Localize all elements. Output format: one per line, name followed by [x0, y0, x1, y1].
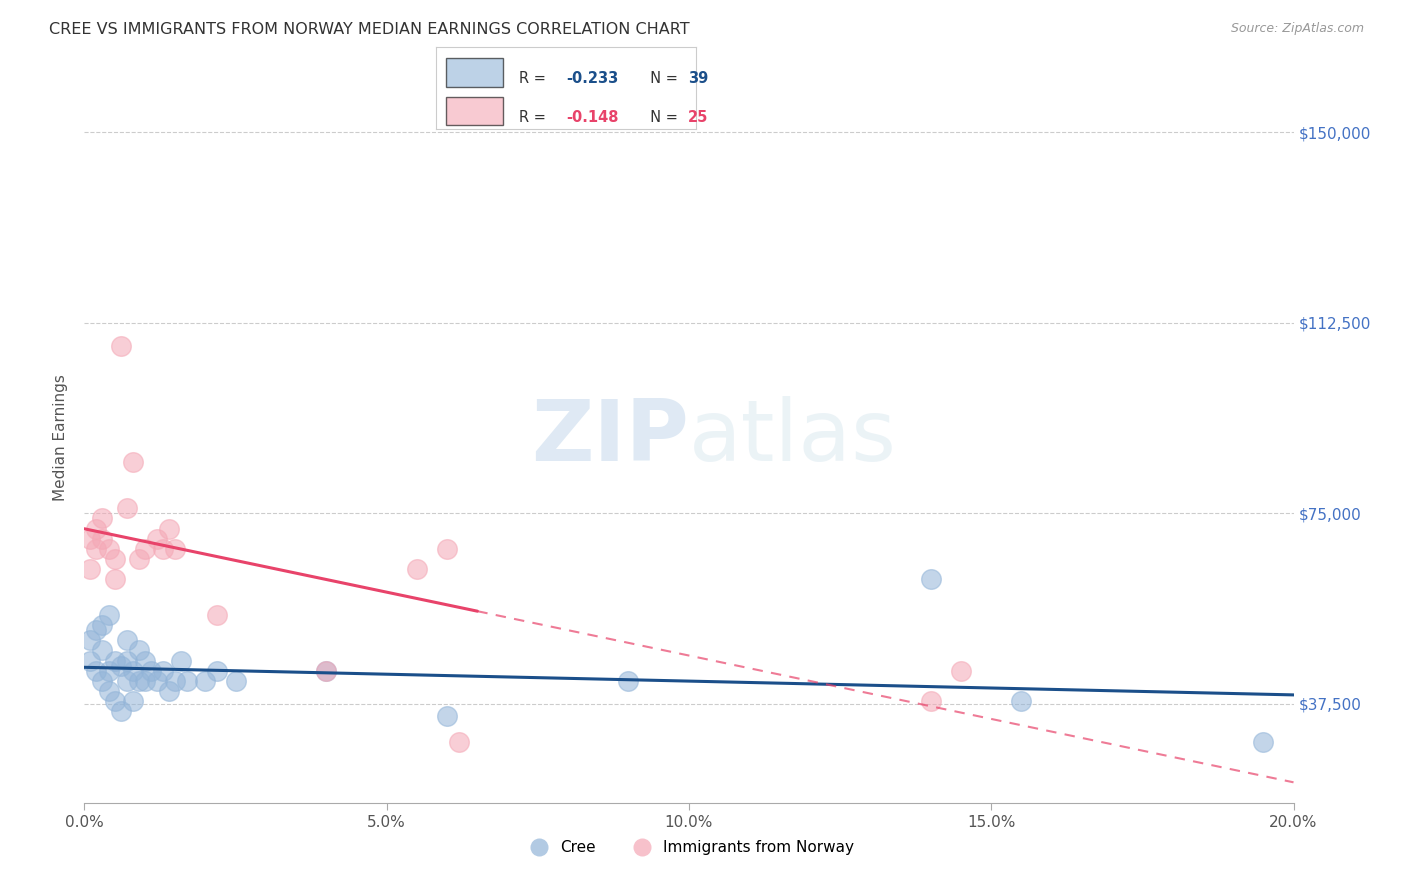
Point	[115, 633, 138, 648]
Point	[315, 664, 337, 678]
Point	[97, 664, 120, 678]
Point	[115, 501, 138, 516]
Text: 39: 39	[688, 71, 709, 86]
Text: N =: N =	[641, 71, 683, 86]
Legend: Cree, Immigrants from Norway: Cree, Immigrants from Norway	[517, 834, 860, 861]
Point	[115, 673, 138, 688]
Point	[115, 654, 138, 668]
Point	[91, 532, 114, 546]
Point	[139, 664, 162, 678]
Point	[207, 607, 229, 622]
FancyBboxPatch shape	[446, 58, 503, 87]
Point	[110, 338, 132, 352]
Point	[97, 684, 120, 698]
Point	[134, 541, 156, 556]
Point	[1253, 735, 1275, 749]
Point	[121, 455, 143, 469]
Point	[1011, 694, 1033, 708]
Text: Source: ZipAtlas.com: Source: ZipAtlas.com	[1230, 22, 1364, 36]
Point	[134, 673, 156, 688]
Point	[315, 664, 337, 678]
Point	[91, 643, 114, 657]
Point	[110, 658, 132, 673]
Point	[165, 541, 187, 556]
Point	[225, 673, 247, 688]
Point	[104, 654, 127, 668]
Text: R =: R =	[519, 71, 551, 86]
Point	[134, 654, 156, 668]
Point	[110, 705, 132, 719]
Point	[121, 694, 143, 708]
Text: N =: N =	[641, 110, 683, 125]
Point	[165, 673, 187, 688]
Point	[146, 673, 169, 688]
Point	[97, 607, 120, 622]
Text: atlas: atlas	[689, 395, 897, 479]
Text: -0.233: -0.233	[565, 71, 619, 86]
Point	[79, 532, 101, 546]
Point	[152, 541, 174, 556]
Point	[104, 552, 127, 566]
Point	[91, 511, 114, 525]
Text: 25: 25	[688, 110, 709, 125]
Point	[86, 664, 108, 678]
Text: ZIP: ZIP	[531, 395, 689, 479]
Point	[86, 541, 108, 556]
Point	[79, 562, 101, 576]
Y-axis label: Median Earnings: Median Earnings	[53, 374, 69, 500]
Point	[146, 532, 169, 546]
Point	[104, 572, 127, 586]
Point	[128, 552, 150, 566]
Point	[97, 541, 120, 556]
Point	[128, 673, 150, 688]
Point	[157, 521, 180, 535]
Point	[436, 541, 458, 556]
Point	[950, 664, 973, 678]
Text: CREE VS IMMIGRANTS FROM NORWAY MEDIAN EARNINGS CORRELATION CHART: CREE VS IMMIGRANTS FROM NORWAY MEDIAN EA…	[49, 22, 690, 37]
Point	[86, 623, 108, 637]
Text: R =: R =	[519, 110, 551, 125]
Point	[449, 735, 471, 749]
Point	[104, 694, 127, 708]
Point	[406, 562, 429, 576]
Point	[91, 673, 114, 688]
Point	[170, 654, 193, 668]
Point	[617, 673, 640, 688]
Point	[79, 633, 101, 648]
Point	[194, 673, 217, 688]
Text: -0.148: -0.148	[565, 110, 619, 125]
Point	[207, 664, 229, 678]
Point	[436, 709, 458, 723]
FancyBboxPatch shape	[446, 96, 503, 125]
Point	[152, 664, 174, 678]
Point	[920, 694, 942, 708]
Point	[79, 654, 101, 668]
Point	[157, 684, 180, 698]
Point	[91, 618, 114, 632]
Point	[86, 521, 108, 535]
Point	[176, 673, 198, 688]
Point	[121, 664, 143, 678]
Point	[128, 643, 150, 657]
Point	[920, 572, 942, 586]
